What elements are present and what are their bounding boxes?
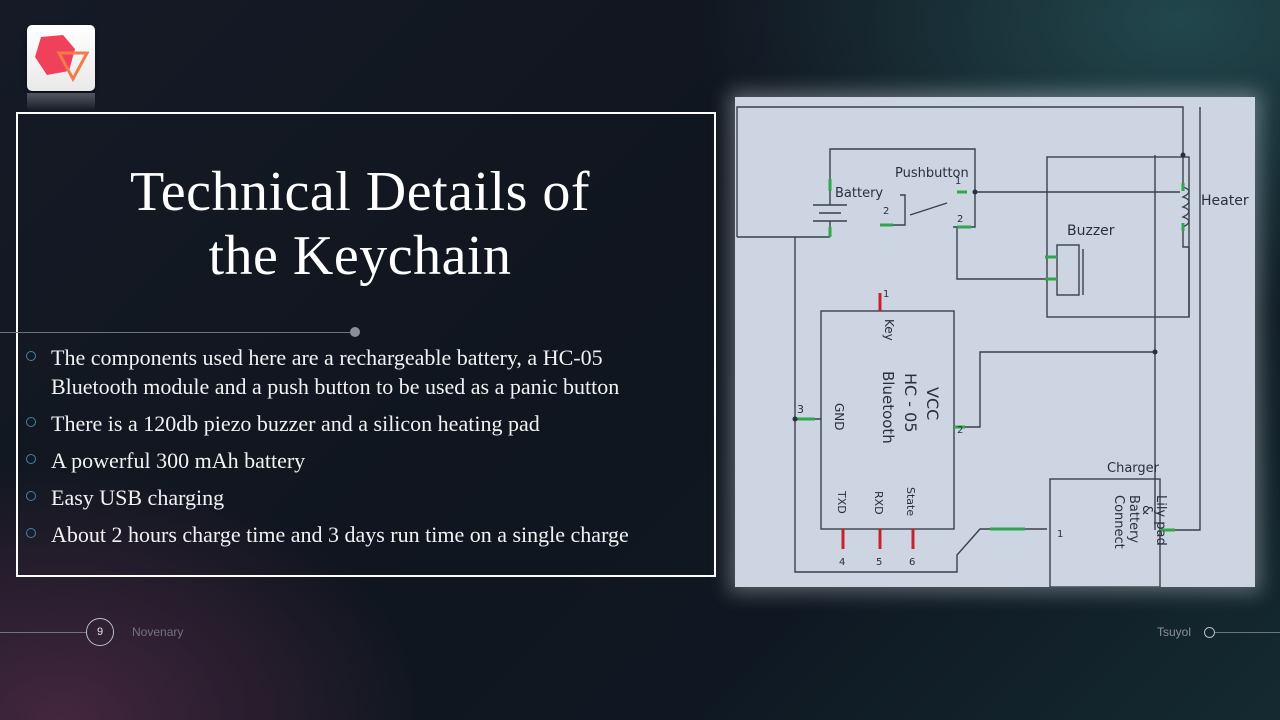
footer-left-text: Novenary [132, 625, 184, 639]
slide-title: Technical Details of the Keychain [20, 160, 700, 288]
circuit-schematic-photo: Battery Pushbutton Buzzer Heater Charger… [735, 97, 1255, 587]
footer-line-right [1215, 632, 1280, 633]
list-item: Easy USB charging [26, 483, 726, 512]
pin-label: 2 [883, 206, 889, 217]
bluetooth-label: Bluetooth [879, 371, 897, 444]
bullet-text: Bluetooth module and a push button to be… [51, 374, 620, 399]
bullet-text: Easy USB charging [51, 485, 225, 510]
pushbutton-label: Pushbutton [895, 166, 969, 181]
pin-label: 1 [1057, 529, 1063, 540]
pin-label: 1 [955, 176, 961, 187]
vcc-label: VCC [923, 387, 942, 420]
key-label: Key [882, 319, 896, 341]
footer-right-text: Tsuyol [1157, 625, 1192, 639]
state-label: State [904, 487, 917, 516]
rxd-label: RXD [872, 491, 885, 515]
lilypad-connect-label: Connect [1111, 495, 1126, 549]
title-divider [0, 332, 352, 333]
logo-reflection [27, 93, 95, 111]
bullet-list: The components used here are a rechargea… [26, 343, 726, 557]
charger-label: Charger [1107, 461, 1160, 476]
pin-label: 2 [957, 425, 963, 436]
list-item: A powerful 300 mAh battery [26, 446, 726, 475]
footer-circle-icon [1204, 627, 1215, 638]
bullet-text: The components used here are a rechargea… [51, 345, 603, 370]
lilypad-amp-label: & [1139, 505, 1154, 515]
pin-label: 5 [876, 557, 882, 568]
divider-dot [350, 327, 360, 337]
circle-bullet-icon [26, 491, 36, 501]
pin-label: 1 [883, 289, 889, 300]
list-item: There is a 120db piezo buzzer and a sili… [26, 409, 726, 438]
circle-bullet-icon [26, 454, 36, 464]
gnd-label: GND [832, 403, 846, 431]
list-item: About 2 hours charge time and 3 days run… [26, 520, 726, 549]
bullet-text: A powerful 300 mAh battery [51, 448, 306, 473]
txd-label: TXD [835, 490, 848, 514]
lilypad-battery-label: Battery [1126, 495, 1141, 543]
heater-label: Heater [1201, 193, 1249, 209]
content-frame [16, 112, 716, 577]
circle-bullet-icon [26, 351, 36, 361]
buzzer-label: Buzzer [1067, 223, 1115, 239]
pin-label: 3 [797, 403, 804, 416]
logo-icon [35, 35, 89, 83]
pin-label: 2 [957, 214, 963, 225]
circle-bullet-icon [26, 528, 36, 538]
circle-bullet-icon [26, 417, 36, 427]
lilypad-label: Lily pad [1153, 495, 1168, 546]
pin-label: 4 [839, 557, 845, 568]
logo [27, 25, 95, 91]
footer-line-left [0, 632, 86, 633]
title-line-2: the Keychain [208, 225, 512, 287]
pin-label: 6 [909, 557, 915, 568]
bullet-text: About 2 hours charge time and 3 days run… [51, 522, 629, 547]
list-item: The components used here are a rechargea… [26, 343, 726, 401]
title-line-1: Technical Details of [129, 161, 591, 223]
bullet-text: There is a 120db piezo buzzer and a sili… [51, 411, 540, 436]
battery-label: Battery [835, 186, 883, 201]
page-number: 9 [86, 618, 114, 646]
circuit-schematic: Battery Pushbutton Buzzer Heater Charger… [735, 97, 1255, 587]
hc05-label: HC - 05 [901, 373, 920, 433]
